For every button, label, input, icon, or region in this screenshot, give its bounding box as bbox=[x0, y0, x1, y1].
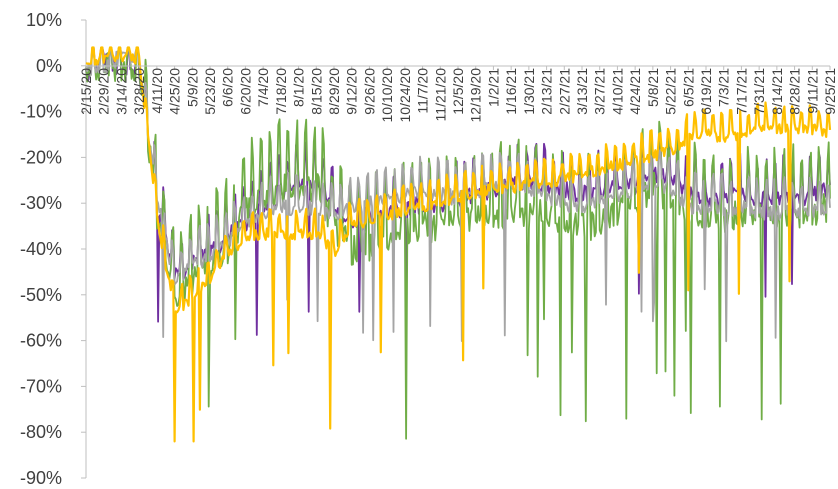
x-tick-label: 2/15/20 bbox=[78, 68, 94, 115]
y-tick-label: -70% bbox=[20, 376, 62, 396]
y-axis: 10% 0% -10% -20% -30% -40% -50% -60% -70% -80% -90… bbox=[20, 10, 87, 488]
x-tick-label: 7/18/20 bbox=[273, 68, 289, 115]
y-tick-label: 10% bbox=[26, 10, 62, 30]
y-tick-label: -90% bbox=[20, 468, 62, 488]
x-tick-label: 12/19/20 bbox=[468, 68, 484, 123]
x-tick-label: 9/25/21 bbox=[822, 68, 838, 115]
x-tick-label: 3/13/21 bbox=[574, 68, 590, 115]
y-tick-label: -60% bbox=[20, 331, 62, 351]
x-tick-label: 8/29/20 bbox=[326, 68, 342, 115]
x-tick-label: 9/26/20 bbox=[361, 68, 377, 115]
x-tick-label: 1/30/21 bbox=[521, 68, 537, 115]
x-tick-label: 11/7/20 bbox=[415, 68, 431, 114]
x-tick-label: 3/27/21 bbox=[592, 68, 608, 115]
x-tick-label: 1/16/21 bbox=[503, 68, 519, 115]
x-tick-label: 4/25/20 bbox=[167, 68, 183, 115]
x-tick-label: 10/10/20 bbox=[379, 68, 395, 123]
series-line-4 bbox=[85, 46, 832, 443]
series-lines bbox=[85, 46, 832, 443]
y-tick-label: 0% bbox=[36, 56, 62, 76]
x-tick-label: 7/4/20 bbox=[255, 68, 271, 107]
x-tick-label: 6/20/20 bbox=[237, 68, 253, 115]
x-tick-label: 5/8/21 bbox=[645, 68, 661, 107]
x-tick-label: 5/22/21 bbox=[663, 68, 679, 115]
x-tick-label: 8/1/20 bbox=[291, 68, 307, 107]
x-tick-label: 8/14/21 bbox=[769, 68, 785, 115]
y-tick-label: -30% bbox=[20, 193, 62, 213]
y-tick-label: -10% bbox=[20, 102, 62, 122]
x-tick-label: 1/2/21 bbox=[485, 68, 501, 107]
x-tick-label: 10/24/20 bbox=[397, 68, 413, 123]
x-tick-label: 4/11/20 bbox=[149, 68, 165, 114]
x-tick-label: 3/28/20 bbox=[131, 68, 147, 115]
x-tick-label: 9/11/21 bbox=[804, 68, 820, 114]
x-tick-label: 8/28/21 bbox=[787, 68, 803, 115]
x-tick-label: 5/9/20 bbox=[184, 68, 200, 107]
y-tick-label: -20% bbox=[20, 147, 62, 167]
x-tick-label: 8/15/20 bbox=[308, 68, 324, 115]
x-tick-label: 3/14/20 bbox=[113, 68, 129, 115]
x-axis: 2/15/20 2/29/20 3/14/20 3/28/20 4/11/20 4/25/… bbox=[78, 65, 838, 123]
x-tick-label: 5/23/20 bbox=[202, 68, 218, 115]
x-tick-label: 2/29/20 bbox=[96, 68, 112, 115]
x-tick-label: 12/5/20 bbox=[450, 68, 466, 115]
x-tick-label: 7/17/21 bbox=[733, 68, 749, 115]
x-tick-label: 6/6/20 bbox=[220, 68, 236, 107]
x-tick-label: 9/12/20 bbox=[344, 68, 360, 115]
x-tick-label: 11/21/20 bbox=[432, 68, 448, 122]
y-tick-label: -80% bbox=[20, 422, 62, 442]
x-tick-label: 7/3/21 bbox=[716, 68, 732, 107]
x-tick-label: 6/19/21 bbox=[698, 68, 714, 115]
x-tick-label: 7/31/21 bbox=[751, 68, 767, 115]
x-tick-label: 6/5/21 bbox=[680, 68, 696, 107]
x-tick-label: 2/13/21 bbox=[539, 68, 555, 115]
x-tick-label: 4/10/21 bbox=[609, 68, 625, 115]
x-tick-label: 4/24/21 bbox=[627, 68, 643, 115]
y-tick-label: -50% bbox=[20, 285, 62, 305]
x-tick-label: 2/27/21 bbox=[556, 68, 572, 115]
y-tick-label: -40% bbox=[20, 239, 62, 259]
